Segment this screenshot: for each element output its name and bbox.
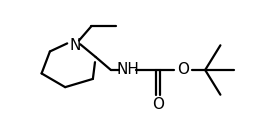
Text: NH: NH: [116, 62, 139, 78]
Text: O: O: [177, 62, 189, 78]
Text: O: O: [152, 97, 164, 113]
Text: N: N: [69, 38, 81, 53]
